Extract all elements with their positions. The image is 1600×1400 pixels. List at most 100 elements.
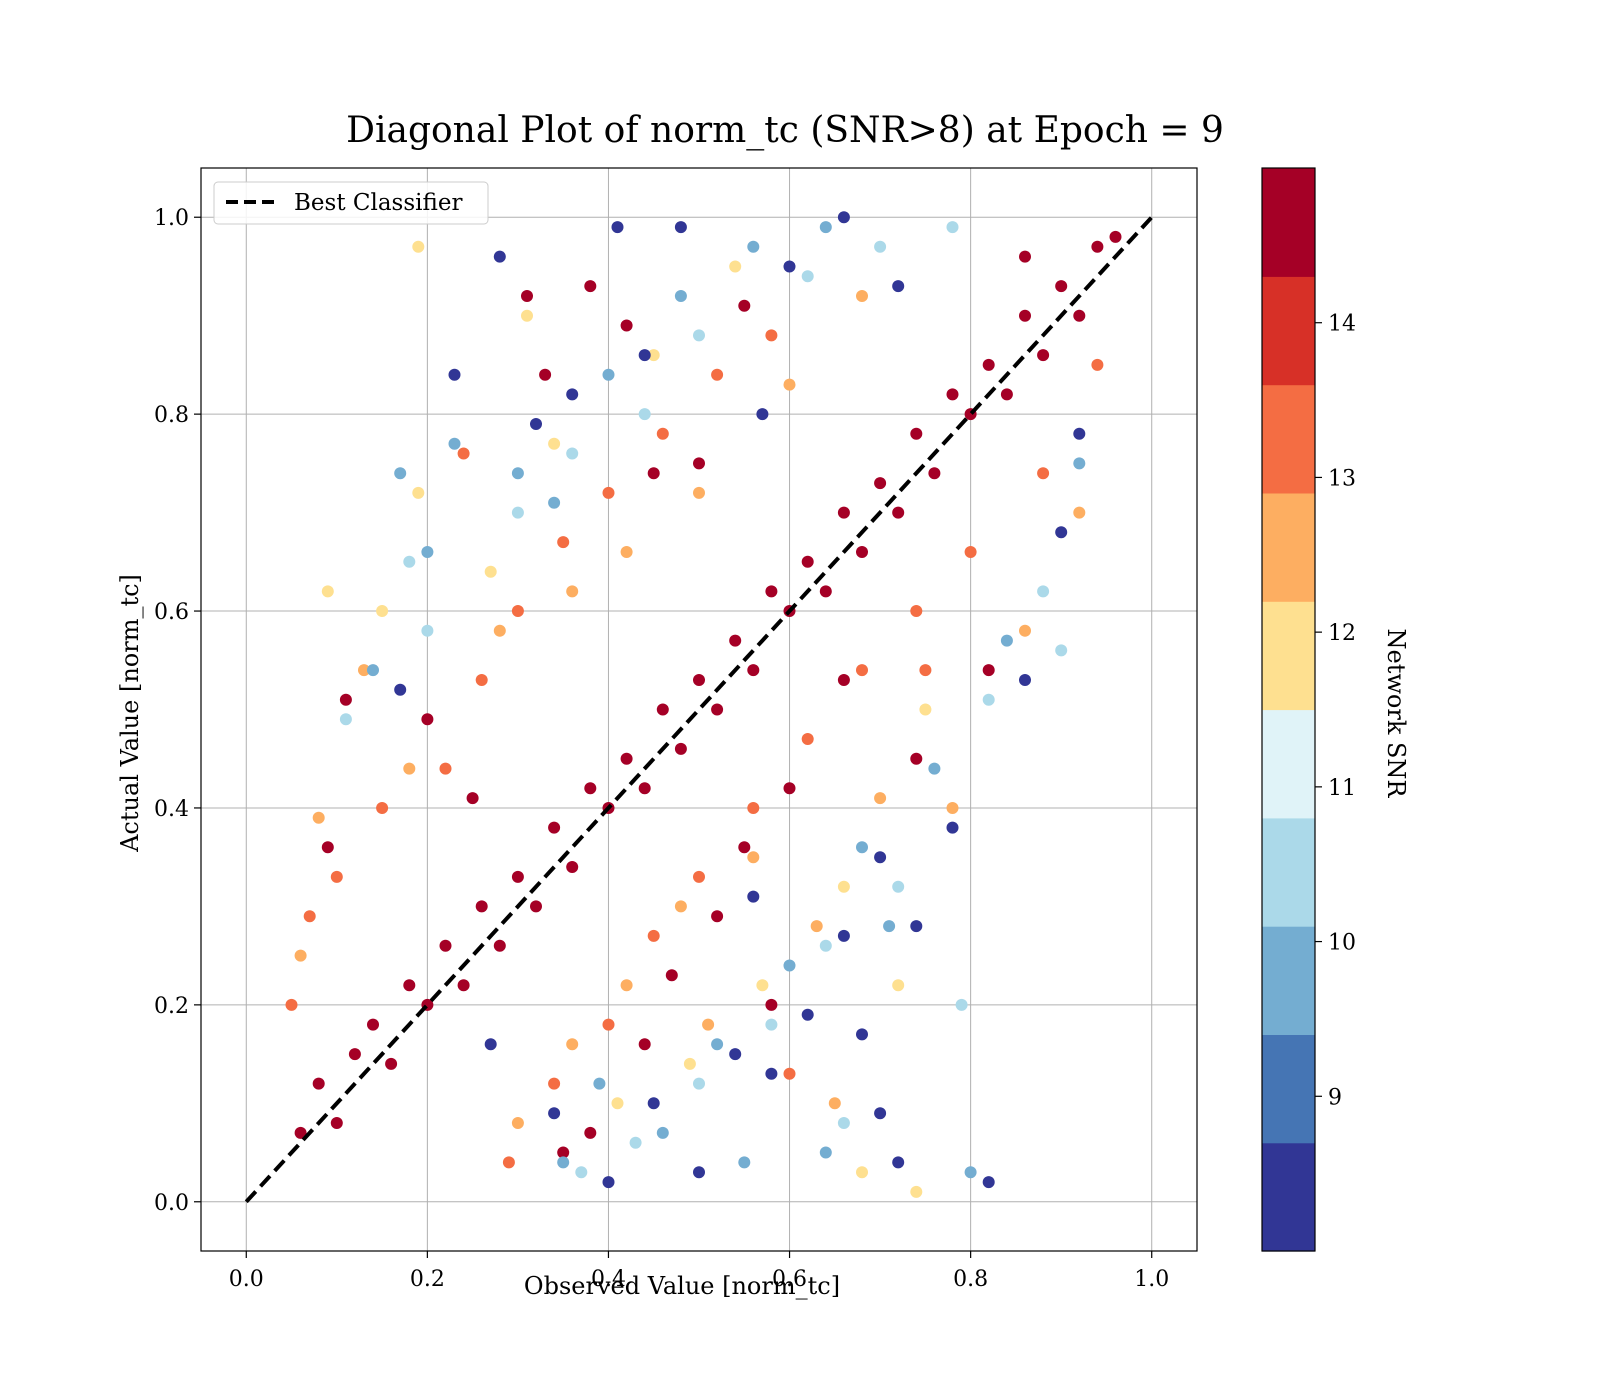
scatter-point [964,1166,977,1179]
scatter-point [783,782,796,795]
scatter-point [874,240,887,253]
scatter-point [801,270,814,283]
scatter-point [1109,230,1122,243]
scatter-point [693,486,705,499]
scatter-point [403,762,416,775]
scatter-point [367,664,379,677]
scatter-point [982,693,995,706]
scatter-point [475,900,488,913]
scatter-point [819,1146,832,1159]
scatter-point [303,910,316,923]
scatter-point [910,605,923,617]
scatter-point [837,211,850,224]
legend-box [213,181,489,225]
scatter-point [928,467,941,480]
scatter-point [330,1117,343,1129]
scatter-point [656,1126,669,1139]
scatter-point [557,1156,570,1169]
scatter-point [321,585,334,598]
scatter-point [484,1038,497,1051]
scatter-point [765,1067,778,1080]
scatter-point [584,280,597,293]
scatter-point [874,851,887,864]
scatter-point [1055,280,1068,293]
colorbar-segment [1262,926,1315,1035]
scatter-point [566,1038,579,1051]
scatter-point [674,290,687,302]
scatter-point [783,378,796,391]
scatter-point [367,1018,379,1031]
scatter-point [747,890,760,903]
scatter-point [656,703,669,716]
scatter-point [457,979,470,992]
scatter-point [892,1156,905,1169]
scatter-point [521,309,533,322]
scatter-point [919,703,932,716]
x-tick-label: 0.6 [772,1267,807,1292]
colorbar-segment [1262,1142,1315,1252]
scatter-point [856,1028,868,1041]
scatter-point [548,496,561,509]
scatter-point [801,733,814,745]
scatter-point [602,1018,615,1031]
scatter-point [1037,467,1050,480]
scatter-point [647,349,660,362]
scatter-point [647,467,660,480]
scatter-point [711,910,724,923]
scatter-point [729,1048,742,1061]
scatter-point [285,998,298,1011]
scatter-point [946,388,959,401]
scatter-point [711,703,724,716]
scatter-point [502,1156,515,1169]
scatter-point [910,1185,923,1198]
scatter-point [693,329,705,342]
y-tick-label: 0.8 [154,403,189,428]
scatter-point [584,1126,597,1139]
colorbar-segment [1262,168,1315,277]
colorbar-segment [1262,384,1315,494]
best-classifier-line-group [244,215,1154,1204]
scatter-point [982,664,995,677]
scatter-point [711,1038,724,1051]
scatter-point [928,762,941,775]
scatter-points [285,211,1122,1198]
scatter-point [946,802,959,814]
scatter-point [521,290,533,302]
y-axis-title: Actual Value [norm_tc] [116,574,144,853]
scatter-point [602,486,615,499]
scatter-point [693,674,705,686]
scatter-point [376,802,389,814]
scatter-point [665,969,678,982]
scatter-point [837,506,850,519]
scatter-point [493,939,506,952]
scatter-point [511,467,524,480]
colorbar: 9 10 11 12 13 14 [1261,167,1356,1252]
x-tick-label: 0.0 [229,1267,264,1292]
scatter-point [1000,388,1013,401]
scatter-point [982,1176,995,1189]
scatter-point [330,870,343,883]
scatter-point [602,1176,615,1189]
scatter-point [919,664,932,677]
axis-ticks: 0.0 0.2 0.4 0.6 0.8 1.0 0.0 0.2 0.4 0.6 0.8 1.0 [154,206,1169,1292]
scatter-point [856,664,868,677]
scatter-point [548,1077,561,1090]
scatter-point [602,368,615,381]
scatter-point [638,349,651,362]
scatter-point [783,1067,796,1080]
scatter-point [892,880,905,893]
plot-frame [200,167,1198,1252]
scatter-point [693,1166,705,1179]
scatter-point [575,1166,588,1179]
scatter-point [339,713,352,726]
scatter-point [738,299,751,312]
scatter-point [647,1097,660,1110]
scatter-point [783,260,796,273]
scatter-point [638,782,651,795]
scatter-point [439,762,452,775]
colorbar-segment [1262,1034,1315,1144]
colorbar-tick-label: 12 [1328,621,1356,646]
scatter-point [557,536,570,549]
scatter-point [964,546,977,558]
scatter-point [548,437,561,450]
